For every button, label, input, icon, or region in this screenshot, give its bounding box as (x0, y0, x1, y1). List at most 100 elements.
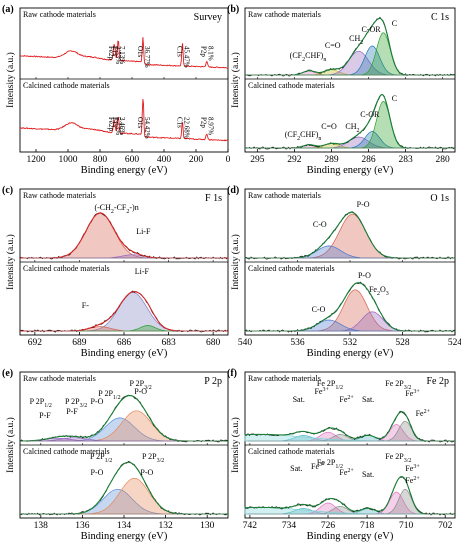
subplot-name: Calcined cathode materials (23, 447, 110, 456)
x-tick-label: 400 (157, 155, 172, 165)
peak-label: Fe3+ (311, 462, 326, 471)
x-tick-label: 295 (250, 155, 265, 165)
peak-label: C=O (325, 41, 341, 50)
peak-label: P-O (91, 468, 104, 477)
survey-spectrum-line (19, 98, 229, 142)
peak-label: C-O (312, 305, 326, 314)
peak-percentage: 8.97% (207, 117, 215, 135)
component-peak (20, 477, 228, 515)
peak-label: Fe2+ (416, 409, 431, 418)
panel-title: Survey (194, 12, 222, 23)
x-tick-label: 280 (436, 155, 451, 165)
peak-label: Li-F (135, 267, 150, 276)
subplot-name: Raw cathode materials (23, 191, 96, 200)
peak-label: P-O (358, 271, 371, 280)
peak-percentage: 3.53% (114, 46, 122, 64)
x-tick-label: 524 (448, 338, 461, 348)
y-axis-label: Intensity (a.u.) (230, 52, 241, 108)
peak-label: C=O (321, 122, 337, 131)
peak-label: Fe2+ (405, 476, 420, 485)
peak-label: Fe 2P1/2 (317, 458, 343, 470)
peak-label: Sat. (290, 464, 302, 473)
panel-label: (c) (2, 185, 13, 196)
subplot-name: Calcined cathode materials (248, 447, 335, 456)
component-peak (245, 136, 455, 149)
peak-percentage: 45.47% (182, 46, 190, 68)
subplot-name: Calcined cathode materials (23, 264, 110, 273)
peak-label: Fe3+ (405, 389, 420, 398)
panel-label: (e) (2, 368, 13, 379)
y-axis-label: Intensity (a.u.) (5, 417, 16, 473)
peak-label: Fe 2P3/2 (385, 379, 411, 391)
x-tick-label: 692 (28, 338, 43, 348)
fit-envelope-line (244, 411, 455, 442)
peak-percentage: 5.13% (114, 117, 122, 135)
x-axis-label: Binding energy (eV) (307, 165, 394, 176)
x-axis-label: Binding energy (eV) (81, 348, 168, 359)
component-peak (245, 213, 455, 259)
peak-label: P 2P1/2 (90, 452, 112, 464)
peak-label: P2p (200, 117, 208, 128)
x-tick-label: 0 (226, 155, 231, 165)
panel-title: F 1s (205, 193, 222, 204)
y-axis-label: Intensity (a.u.) (5, 52, 16, 108)
subplot-name: Calcined cathode materials (248, 264, 335, 273)
subplot-name: Raw cathode materials (23, 10, 96, 19)
x-tick-label: 532 (343, 338, 358, 348)
peak-label: Li-F (136, 227, 151, 236)
subplot-name: Calcined cathode materials (23, 81, 110, 90)
peak-label: O1s (136, 46, 144, 58)
peak-label: C-O (313, 220, 327, 229)
peak-label: Fe3+ (314, 387, 329, 396)
peak-label: P 2P3/2 (129, 379, 151, 391)
peak-label: CH2 (349, 34, 363, 46)
peak-label: Sat. (362, 470, 374, 479)
y-axis-label: Intensity (a.u.) (230, 234, 241, 290)
peak-label: P-F (66, 407, 78, 416)
peak-label: (CF2CHF)n (290, 51, 327, 63)
panel-frame-1 (244, 7, 456, 153)
y-axis-label: Intensity (a.u.) (5, 234, 16, 290)
x-tick-label: 718 (360, 521, 375, 531)
y-axis-label: Intensity (a.u.) (230, 417, 241, 473)
panel-label: (a) (2, 4, 14, 15)
peak-label: P-O (357, 200, 370, 209)
peak-percentage: 7.13% (118, 46, 126, 64)
x-tick-label: 710 (399, 521, 414, 531)
peak-label: F- (82, 301, 89, 310)
x-tick-label: 734 (282, 521, 297, 531)
peak-label: (CF2CHF)n (285, 130, 322, 142)
peak-label: C (392, 94, 397, 103)
peak-label: C-OR (361, 25, 381, 34)
component-peak (20, 212, 228, 259)
x-tick-label: 680 (206, 338, 221, 348)
peak-label: P2p (200, 46, 208, 57)
x-tick-label: 1000 (59, 155, 78, 165)
peak-label: P 2P3/2 (142, 452, 164, 464)
subplot-name: Raw cathode materials (248, 374, 321, 383)
peak-percentage: 54.42% (143, 117, 151, 139)
peak-percentage: 3.46% (118, 117, 126, 135)
subplot-name: Calcined cathode materials (248, 81, 335, 90)
peak-label: P-O (140, 468, 153, 477)
peak-label: P 2P1/2 (98, 389, 120, 401)
x-axis-label: Binding energy (eV) (307, 348, 394, 359)
x-tick-label: 136 (75, 521, 90, 531)
peak-label: Fe3+ (405, 464, 420, 473)
x-tick-label: 742 (243, 521, 258, 531)
component-peak (245, 50, 455, 76)
peak-label: P 2P1/2 (30, 397, 52, 409)
panel-label: (f) (227, 368, 237, 379)
x-axis-label: Binding energy (eV) (81, 531, 168, 542)
peak-label: CH2 (345, 122, 359, 134)
fit-envelope-line (244, 475, 455, 515)
peak-label: Fe 2P1/2 (317, 379, 343, 391)
x-tick-label: 726 (321, 521, 336, 531)
peak-label: Sat. (362, 395, 374, 404)
panel-title: O 1s (430, 193, 449, 204)
x-tick-label: 1200 (27, 155, 46, 165)
x-tick-label: 134 (117, 521, 132, 531)
peak-label: (-CH2-CF2-)n (94, 203, 138, 215)
peak-label: C1s (175, 117, 183, 128)
